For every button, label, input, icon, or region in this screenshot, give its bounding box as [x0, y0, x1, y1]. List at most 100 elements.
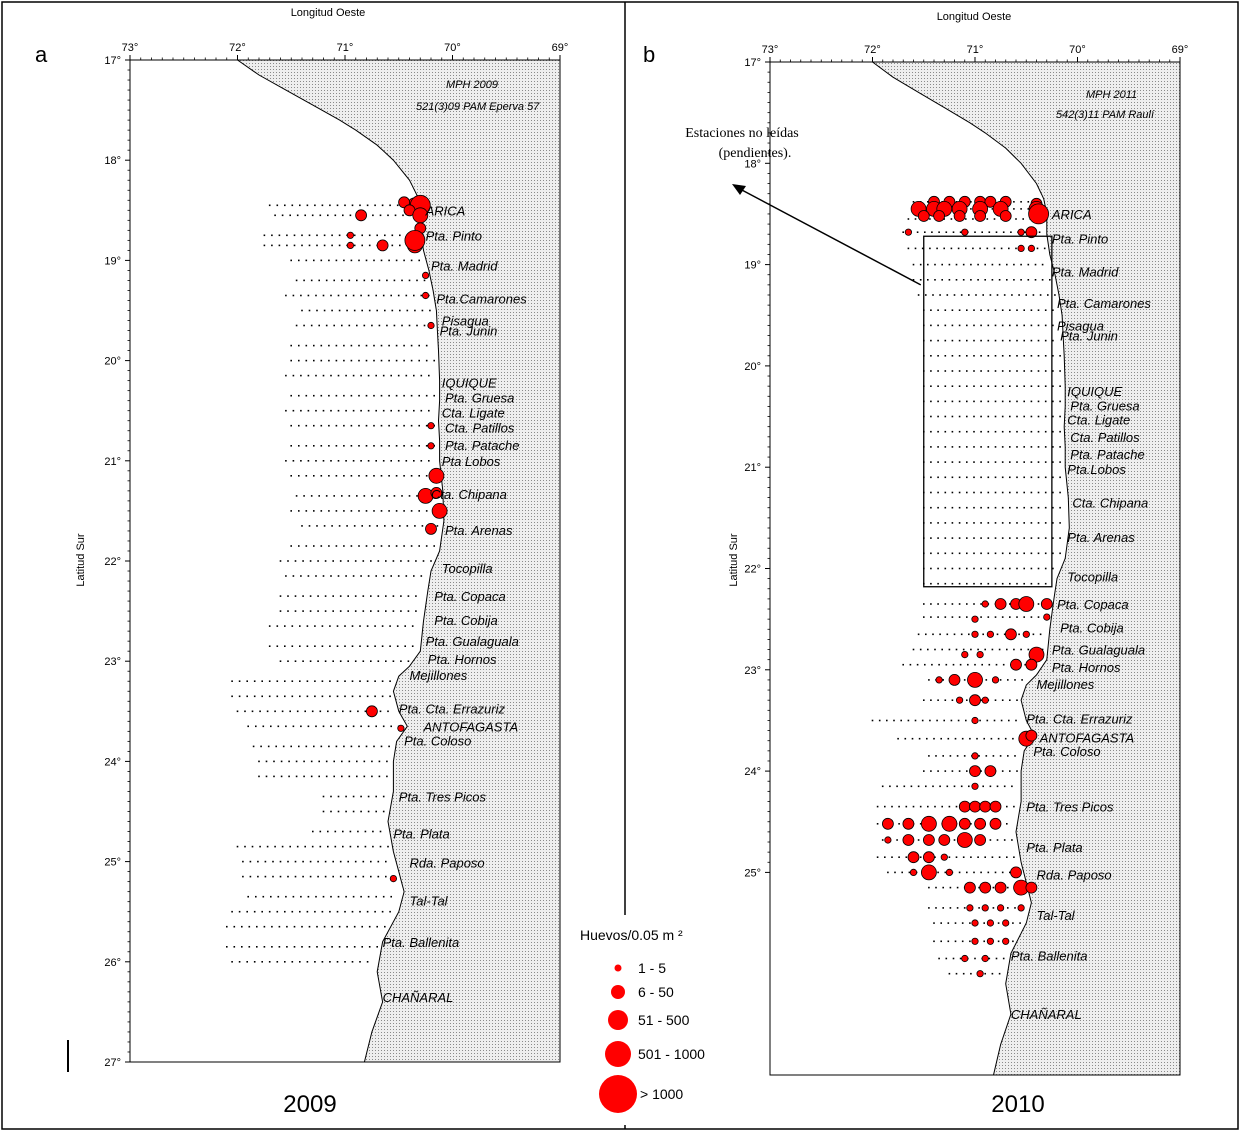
station-point [973, 324, 975, 327]
station-point [358, 475, 360, 477]
station-point [343, 344, 345, 347]
station-point [378, 495, 381, 497]
station-point [246, 680, 248, 682]
station-point [969, 737, 971, 740]
station-point [335, 424, 338, 427]
station-point [1016, 567, 1018, 570]
station-point [418, 359, 420, 362]
station-point [904, 737, 907, 740]
egg-marker [971, 782, 979, 790]
station-point [944, 603, 947, 605]
egg-marker [956, 832, 973, 848]
station-point [374, 695, 376, 698]
land-polygon [872, 62, 1180, 1075]
lat-tick-label: 25° [104, 857, 121, 869]
station-point [1037, 506, 1040, 509]
station-point [1001, 370, 1004, 372]
station-point [966, 324, 968, 327]
station-point [979, 247, 981, 250]
station-point [246, 695, 248, 698]
station-point [999, 755, 1002, 757]
station-point [1019, 922, 1021, 924]
place-label: Pta Lobos [442, 454, 501, 469]
station-point [1006, 648, 1008, 651]
station-point [339, 610, 342, 612]
station-point [994, 370, 997, 372]
station-point [393, 495, 396, 497]
station-point [421, 309, 424, 312]
station-point [335, 510, 338, 512]
station-point [928, 755, 930, 757]
station-point [1041, 648, 1044, 651]
station-point [347, 875, 349, 878]
station-point [930, 461, 932, 463]
station-point [966, 476, 968, 479]
station-point [279, 595, 282, 597]
station-point [991, 263, 994, 266]
station-point [292, 460, 295, 462]
station-point [980, 871, 982, 874]
station-point [233, 946, 236, 948]
egg-marker [958, 800, 971, 813]
station-point [993, 218, 996, 220]
station-point [948, 972, 951, 975]
station-point [335, 475, 338, 477]
station-point [1044, 522, 1047, 524]
station-point [413, 575, 415, 577]
station-point [966, 430, 968, 433]
station-point [368, 525, 371, 527]
station-point [382, 575, 385, 577]
egg-marker [974, 817, 986, 830]
station-point [331, 234, 333, 237]
station-point [318, 775, 320, 778]
station-point [1052, 567, 1054, 570]
station-point [388, 344, 390, 347]
place-label: Pta. Madrid [1052, 265, 1119, 280]
station-point [919, 856, 922, 858]
station-point [395, 394, 398, 397]
station-point [411, 625, 414, 627]
station-point [433, 394, 435, 397]
station-point [1009, 506, 1011, 509]
station-point [428, 374, 430, 377]
station-point [963, 907, 966, 909]
station-point [973, 415, 975, 418]
station-point [914, 719, 917, 722]
station-point [425, 510, 428, 512]
station-point [1023, 370, 1025, 372]
station-point [1039, 633, 1042, 636]
lon-tick-label: 70° [444, 42, 461, 54]
station-point [1059, 461, 1061, 463]
station-point [388, 745, 390, 748]
place-label: Pta. Coloso [1033, 744, 1100, 759]
egg-marker [431, 502, 448, 519]
station-point [1016, 476, 1018, 479]
station-point [973, 446, 975, 448]
station-point [361, 525, 363, 527]
station-point [1015, 218, 1017, 220]
station-point [322, 895, 325, 898]
station-point [973, 537, 975, 539]
station-point [413, 374, 415, 377]
station-point [984, 263, 986, 266]
station-point [268, 625, 271, 627]
station-point [299, 204, 301, 207]
station-point [907, 247, 910, 250]
station-point [270, 895, 272, 898]
station-point [293, 925, 296, 928]
station-point [1023, 324, 1025, 327]
station-point [910, 785, 913, 788]
station-point [368, 946, 371, 948]
station-point [958, 446, 961, 448]
station-point [335, 394, 338, 397]
station-point [1037, 522, 1040, 524]
station-point [403, 545, 405, 547]
station-point [944, 770, 947, 772]
station-point [285, 374, 287, 377]
station-point [958, 522, 961, 524]
station-point [966, 522, 968, 524]
station-point [1059, 385, 1061, 387]
station-point [951, 476, 954, 479]
station-point [980, 430, 982, 433]
station-point [299, 961, 301, 963]
